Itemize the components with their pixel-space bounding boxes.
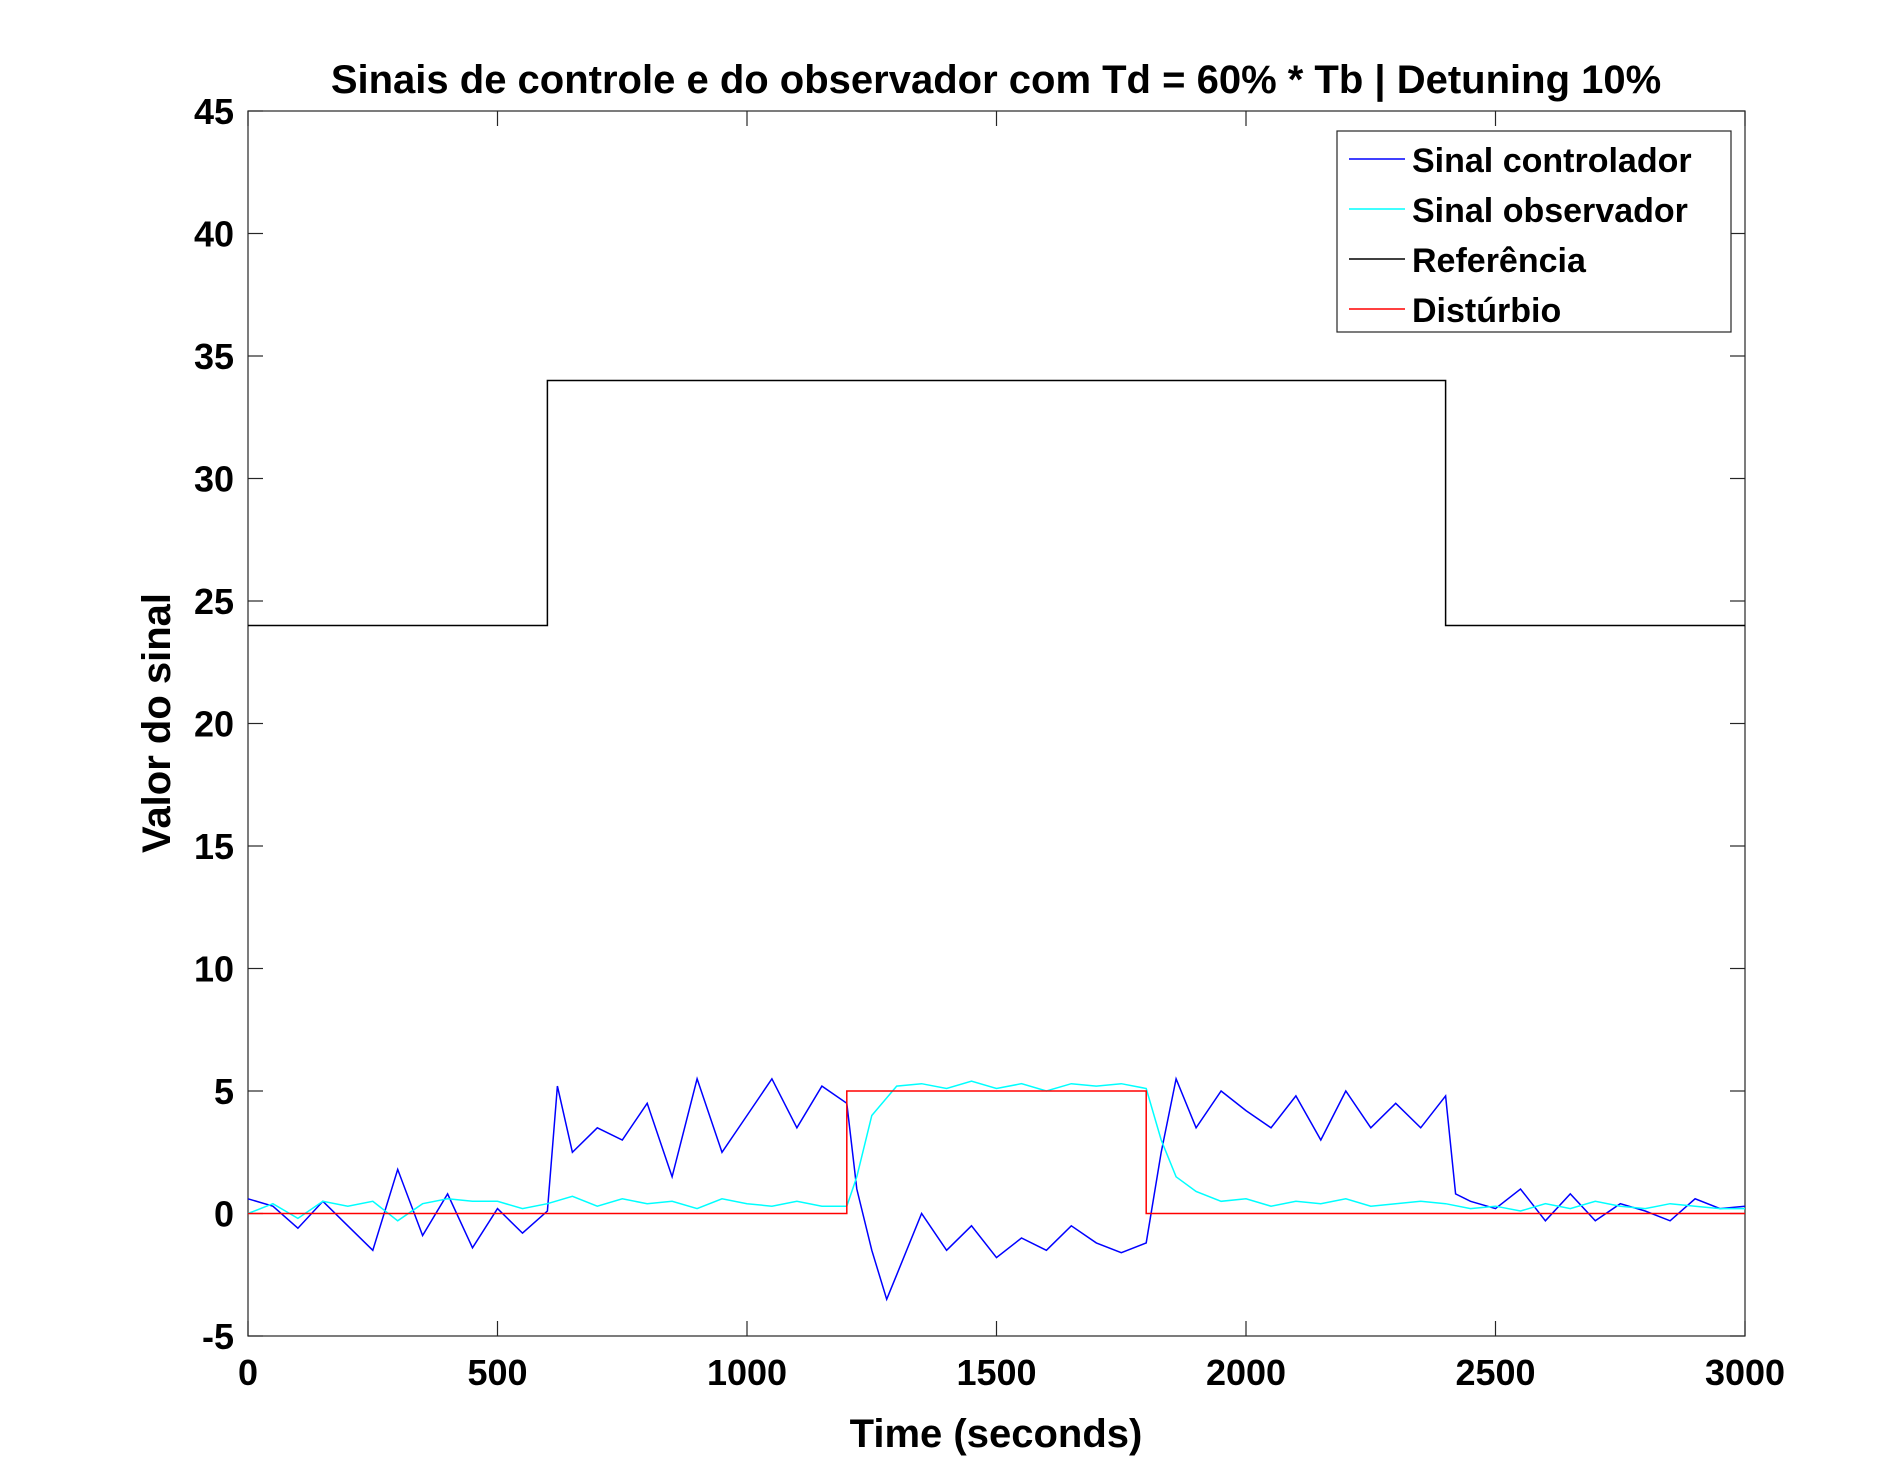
x-tick-label: 2500 — [1455, 1352, 1535, 1393]
y-tick-label: -5 — [202, 1316, 234, 1357]
legend-entry: Sinal observador — [1412, 192, 1688, 230]
x-tick-label: 0 — [238, 1352, 258, 1393]
x-tick-label: 1500 — [956, 1352, 1036, 1393]
y-tick-label: 35 — [194, 336, 234, 377]
y-tick-label: 30 — [194, 459, 234, 500]
y-tick-label: 5 — [214, 1071, 234, 1112]
legend-entry: Distúrbio — [1412, 292, 1561, 330]
y-tick-label: 0 — [214, 1194, 234, 1235]
legend: Sinal controlador Sinal observador Referên… — [1336, 130, 1732, 333]
x-tick-label: 2000 — [1206, 1352, 1286, 1393]
y-axis: -5 0 5 10 15 20 25 30 35 40 45 — [194, 91, 1745, 1357]
legend-box — [1336, 130, 1732, 333]
legend-entry: Sinal controlador — [1412, 142, 1692, 180]
series-line-dist-rbio — [248, 1090, 1745, 1215]
y-tick-label: 25 — [194, 581, 234, 622]
y-tick-label: 15 — [194, 826, 234, 867]
x-axis: 0 500 1000 1500 2000 2500 3000 — [238, 111, 1785, 1393]
series-layer — [247, 379, 1746, 1302]
y-tick-label: 40 — [194, 214, 234, 255]
x-tick-label: 3000 — [1705, 1352, 1785, 1393]
x-axis-label: Time (seconds) — [850, 1412, 1143, 1456]
series-line-refer-ncia — [248, 379, 1745, 627]
chart-title: Sinais de controle e do observador com T… — [331, 58, 1661, 102]
y-tick-label: 10 — [194, 949, 234, 990]
series-line-sinal-observador — [247, 1080, 1745, 1222]
y-tick-label: 45 — [194, 91, 234, 132]
legend-entry: Referência — [1412, 242, 1587, 280]
y-tick-label: 20 — [194, 704, 234, 745]
series-line-sinal-controlador — [247, 1076, 1746, 1302]
y-axis-label: Valor do sinal — [135, 593, 179, 853]
x-tick-label: 500 — [467, 1352, 527, 1393]
x-tick-label: 1000 — [707, 1352, 787, 1393]
